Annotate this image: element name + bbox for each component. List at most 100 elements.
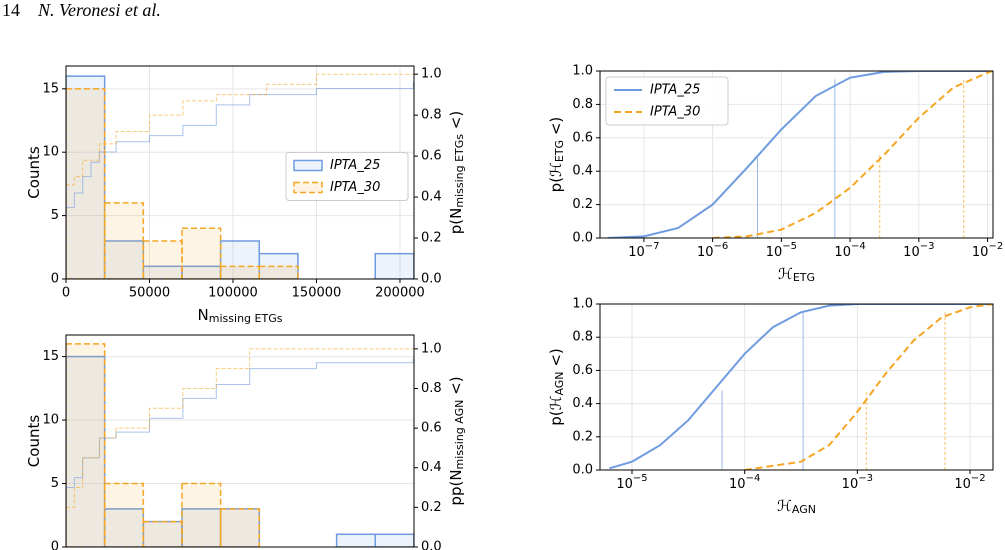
x-tick-label: 200000 (375, 286, 425, 301)
tick-exp: −2 (988, 241, 1003, 252)
legend-label: IPTA_25 (330, 158, 380, 173)
y-tick-label: 5 (51, 208, 59, 223)
y-tick-label: 0.2 (572, 197, 593, 212)
y-tick-label: 15 (42, 81, 59, 96)
y2-tick-label: 0.8 (421, 108, 442, 123)
tick-base: 10 (697, 245, 714, 260)
bar (103, 240, 145, 279)
y-tick-label: 0.0 (572, 463, 593, 478)
y2-tick-label: 0.6 (421, 421, 442, 436)
tick-base: 10 (616, 477, 633, 492)
y-tick-label: 1.0 (572, 64, 593, 79)
bar (66, 88, 106, 279)
x-axis-label: Nmissing ETGs (198, 306, 283, 326)
cdf-line (607, 71, 993, 238)
tick-exp: −4 (746, 473, 761, 484)
bar (103, 508, 145, 547)
y-tick-label: 1.0 (572, 297, 593, 312)
page-number: 14 (2, 0, 20, 20)
legend-swatch (293, 181, 323, 194)
plot-area (609, 304, 993, 470)
tick-exp: −4 (851, 241, 866, 252)
tick-exp: −2 (971, 473, 986, 484)
y2-tick-label: 0.8 (421, 381, 442, 396)
x-tick-label: 10−5 (766, 241, 797, 260)
tick-base: 10 (972, 245, 989, 260)
bar (219, 265, 261, 279)
cdf-line (66, 73, 414, 186)
bar (142, 520, 183, 547)
chart: 10−7 10−6 10−5 10−4 10−3 10−20.00.20.40.60.81… (547, 64, 1004, 285)
y2-axis-label-part: <) (447, 111, 465, 134)
x-axis-label-part: missing ETGs (209, 312, 283, 325)
y2-tick-label: 0.0 (421, 540, 442, 550)
frame (599, 303, 994, 471)
bar (181, 227, 222, 279)
y2-axis-label: p(Nmissing ETGs <) (447, 111, 467, 234)
bar (103, 482, 145, 547)
y-axis-label: Counts (25, 146, 43, 199)
plot-area (607, 71, 993, 238)
y-tick-label: 15 (42, 349, 59, 364)
tick-base: 10 (954, 477, 971, 492)
tick-base: 10 (766, 245, 783, 260)
x-axis-label: ℋETG (778, 265, 815, 285)
tick-exp: −3 (858, 473, 873, 484)
y2-axis-label-part: missing AGN (453, 400, 466, 470)
x-tick-label: 10−6 (697, 241, 728, 260)
y-tick-label: 0.6 (572, 130, 593, 145)
x-axis-label-part: N (198, 306, 209, 324)
y-axis-label-part: Counts (25, 415, 43, 468)
cdf-line (744, 304, 993, 470)
tick-base: 10 (834, 245, 851, 260)
y2-axis-label-part: pp(N (447, 469, 465, 505)
y-axis-label-part: p(ℋ (547, 395, 565, 425)
tick-base: 10 (628, 245, 645, 260)
x-tick-label: 10−5 (616, 473, 647, 492)
legend-label: IPTA_30 (330, 180, 380, 195)
legend: IPTA_25 IPTA_30 (285, 152, 409, 201)
bar (258, 265, 299, 279)
tick-base: 10 (903, 245, 920, 260)
cdf-line (66, 82, 414, 208)
y-axis-label: p(ℋETG <) (547, 117, 567, 193)
y-axis-label-part: p(ℋ (547, 162, 565, 192)
bar (142, 240, 183, 279)
y-tick-label: 10 (42, 413, 59, 428)
y-axis-label-part: <) (547, 348, 565, 371)
y-tick-label: 10 (42, 145, 59, 160)
x-axis-label: ℋAGN (777, 497, 816, 517)
y2-tick-label: 0.6 (421, 149, 442, 164)
y2-tick-label: 0.2 (421, 231, 442, 246)
bar (66, 343, 106, 547)
x-tick-label: 10−2 (972, 241, 1003, 260)
frame (65, 65, 415, 280)
y2-tick-label: 0.4 (421, 190, 442, 205)
y2-axis-label-part: <) (447, 376, 465, 399)
y-tick-label: 0.0 (572, 231, 593, 246)
bar (66, 355, 106, 547)
chart: 0 5 10 15 0.0 0.2 0.4 0.6 0.8 1.0 Counts pp(Nmissin… (25, 334, 466, 550)
y2-tick-label: 0.2 (421, 500, 442, 515)
y-tick-label: 0.2 (572, 429, 593, 444)
y-tick-label: 0.8 (572, 97, 593, 112)
x-tick-label: 10−3 (903, 241, 934, 260)
y-axis-label-part: Counts (25, 146, 43, 199)
legend: IPTA_25 IPTA_30 (605, 76, 729, 126)
cdf-line (712, 71, 993, 238)
y2-tick-label: 0.4 (421, 460, 442, 475)
x-tick-label: 150000 (292, 286, 342, 301)
bar (374, 533, 414, 547)
x-axis-label-part: ℋ (778, 265, 793, 283)
y-axis-label: Counts (25, 415, 43, 468)
y-tick-label: 5 (51, 476, 59, 491)
y-tick-label: 0.4 (572, 396, 593, 411)
x-tick-label: 10−4 (834, 241, 865, 260)
bar (66, 75, 106, 279)
plot-area (66, 343, 414, 547)
bar (335, 533, 377, 547)
y-tick-label: 0.4 (572, 164, 593, 179)
x-axis-label-part: AGN (792, 503, 816, 516)
